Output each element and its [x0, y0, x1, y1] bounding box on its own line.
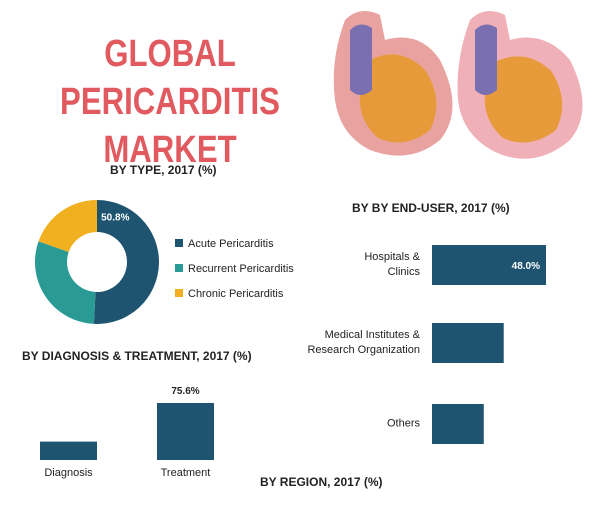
bar	[157, 403, 214, 460]
heart-illustration	[333, 11, 453, 156]
y-tick-label: Medical Institutes & Research Organizati…	[307, 329, 420, 356]
legend-swatch	[175, 289, 183, 297]
chart-title: BY BY END-USER, 2017 (%)	[352, 201, 510, 215]
y-tick-label: Hospitals & Clinics	[364, 251, 420, 278]
chart-title: BY REGION, 2017 (%)	[260, 475, 383, 489]
chart-title: BY TYPE, 2017 (%)	[110, 163, 217, 177]
data-label: 50.8%	[101, 213, 129, 224]
legend-swatch	[175, 264, 183, 272]
chart-title: BY DIAGNOSIS & TREATMENT, 2017 (%)	[22, 349, 252, 363]
x-tick-label: Diagnosis	[44, 467, 93, 479]
x-tick-label: Treatment	[161, 467, 211, 479]
donut-segment	[93, 200, 160, 325]
donut-segment	[35, 241, 96, 324]
main-title: GLOBAL PERICARDITIS MARKET	[60, 33, 280, 171]
donut-segment	[38, 200, 97, 253]
legend-label: Acute Pericarditis	[188, 238, 274, 250]
bar	[40, 441, 97, 460]
bar	[432, 245, 546, 285]
heart-illustration	[457, 11, 583, 159]
legend-swatch	[175, 239, 183, 247]
y-tick-label: Others	[386, 417, 420, 430]
bar	[432, 404, 484, 444]
data-label: 75.6%	[171, 386, 199, 397]
data-label: 48.0%	[512, 261, 540, 272]
legend-label: Chronic Pericarditis	[188, 288, 284, 300]
bar	[432, 323, 504, 363]
legend-label: Recurrent Pericarditis	[188, 263, 294, 275]
